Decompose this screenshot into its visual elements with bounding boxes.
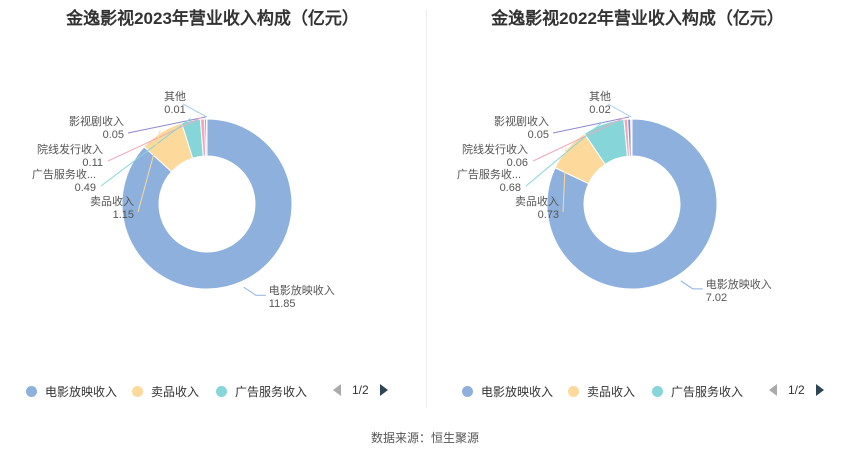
label-leader-line xyxy=(100,118,191,187)
slice-label-value: 0.05 xyxy=(103,129,124,141)
label-leader-line xyxy=(127,116,206,134)
legend-label: 卖品收入 xyxy=(587,385,636,399)
legend-label: 卖品收入 xyxy=(151,385,200,399)
label-leader-line xyxy=(552,116,630,134)
slice-label-name: 广告服务收... xyxy=(32,167,96,181)
legend-item-concessions[interactable]: 卖品收入 xyxy=(568,383,635,400)
slice-label-value: 7.02 xyxy=(706,292,727,304)
slice-label-value: 0.11 xyxy=(82,157,103,169)
legend-item-advertising[interactable]: 广告服务收入 xyxy=(652,383,743,400)
legend-marker xyxy=(568,386,579,397)
slice-label-value: 11.85 xyxy=(269,298,296,310)
legend-marker xyxy=(652,386,663,397)
legend-marker xyxy=(26,386,37,397)
legend-marker xyxy=(462,386,473,397)
slice-label-value: 1.15 xyxy=(113,209,134,221)
chart-panel-2023: 金逸影视2023年营业收入构成（亿元） 电影放映收入 11.85 其他 0.01 影视剧… xyxy=(0,0,425,420)
slice-label-name: 院线发行收入 xyxy=(462,142,528,156)
chart-panel-2022: 金逸影视2022年营业收入构成（亿元） 电影放映收入 7.02 其他 0.02 影视剧收… xyxy=(425,0,850,420)
slice-label-name: 影视剧收入 xyxy=(494,114,549,128)
chart-title: 金逸影视2022年营业收入构成（亿元） xyxy=(491,9,784,28)
slice-label-name: 电影放映收入 xyxy=(706,277,772,291)
legend-marker xyxy=(132,386,143,397)
label-leader-line xyxy=(680,280,703,290)
slice-label-name: 影视剧收入 xyxy=(69,114,124,128)
slice-label-value: 0.49 xyxy=(75,182,96,194)
prev-page-icon[interactable] xyxy=(769,384,777,396)
legend-label: 电影放映收入 xyxy=(481,385,554,399)
legend-label: 电影放映收入 xyxy=(45,385,118,399)
prev-page-icon[interactable] xyxy=(333,384,341,396)
label-leader-line xyxy=(607,103,632,118)
legend-page-indicator: 1/2 xyxy=(352,383,369,397)
donut-slice[interactable] xyxy=(121,118,293,290)
legend-item-advertising[interactable]: 广告服务收入 xyxy=(216,383,307,400)
slice-label-name: 电影放映收入 xyxy=(269,283,335,297)
chart-title: 金逸影视2023年营业收入构成（亿元） xyxy=(66,9,359,28)
legend-page-indicator: 1/2 xyxy=(788,383,805,397)
legend-label: 广告服务收入 xyxy=(235,385,308,399)
slice-label-name: 其他 xyxy=(589,90,611,103)
slice-label-value: 0.68 xyxy=(500,182,521,194)
chart-legend: 电影放映收入 卖品收入 广告服务收入 1/2 xyxy=(425,383,850,405)
legend-marker xyxy=(216,386,227,397)
slice-label-value: 0.06 xyxy=(507,157,528,169)
slice-label-name: 院线发行收入 xyxy=(37,142,103,156)
slice-label-value: 0.05 xyxy=(528,129,549,141)
slice-label-name: 广告服务收... xyxy=(457,167,521,181)
legend-item-screening[interactable]: 电影放映收入 xyxy=(26,383,117,400)
legend-pager: 1/2 xyxy=(333,383,388,397)
legend-item-screening[interactable]: 电影放映收入 xyxy=(462,383,553,400)
chart-legend: 电影放映收入 卖品收入 广告服务收入 1/2 xyxy=(0,383,425,405)
donut-slice[interactable] xyxy=(630,118,633,157)
label-leader-line xyxy=(107,116,203,162)
slice-label-value: 0.01 xyxy=(164,104,185,116)
label-leader-line xyxy=(137,130,161,213)
slice-label-name: 其他 xyxy=(164,90,186,103)
donut-slice[interactable] xyxy=(546,118,718,290)
next-page-icon[interactable] xyxy=(815,384,824,396)
label-leader-line xyxy=(532,116,626,162)
legend-label: 广告服务收入 xyxy=(671,385,744,399)
legend-item-concessions[interactable]: 卖品收入 xyxy=(132,383,199,400)
label-leader-line xyxy=(525,121,603,187)
panel-divider xyxy=(426,10,427,408)
label-leader-line xyxy=(182,103,208,118)
data-source-note: 数据来源：恒生聚源 xyxy=(370,431,479,445)
slice-label-value: 0.73 xyxy=(538,209,559,221)
next-page-icon[interactable] xyxy=(379,384,388,396)
slice-label-name: 卖品收入 xyxy=(515,194,559,208)
label-leader-line xyxy=(562,147,567,213)
slice-label-value: 0.02 xyxy=(589,104,610,116)
legend-pager: 1/2 xyxy=(769,383,824,397)
label-leader-line xyxy=(243,286,266,296)
slice-label-name: 卖品收入 xyxy=(90,194,134,208)
